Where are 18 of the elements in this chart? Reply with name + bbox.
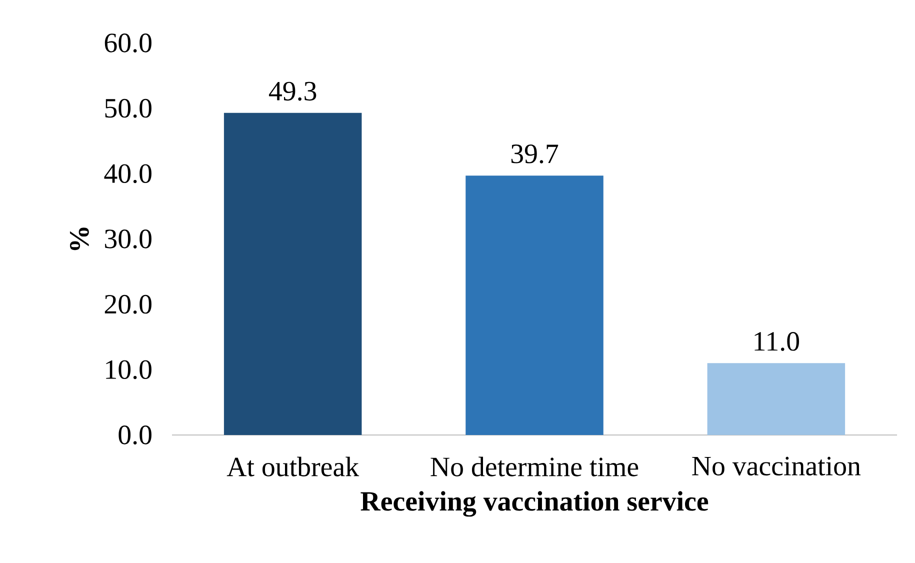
y-tick-label: 60.0 — [104, 34, 152, 52]
x-tick-label: At outbreak — [226, 456, 360, 476]
data-label: 11.0 — [754, 332, 800, 351]
bar — [707, 363, 846, 435]
y-tick-label: 30.0 — [105, 230, 152, 248]
bar — [466, 176, 604, 435]
x-tick-label: No determine time — [430, 456, 638, 476]
data-label: 39.7 — [511, 144, 558, 164]
y-tick-label: 10.0 — [106, 360, 152, 380]
x-axis-title: Receiving vaccination service — [360, 491, 708, 517]
bar — [224, 112, 362, 435]
y-tick-label: 40.0 — [104, 164, 152, 184]
x-tick-label: No vaccination — [692, 456, 861, 476]
y-tick-label: 20.0 — [104, 294, 152, 314]
y-tick-label: 50.0 — [105, 98, 152, 118]
data-label: 49.3 — [268, 82, 316, 101]
y-axis-title: % — [70, 228, 89, 250]
y-tick-label: 0.0 — [118, 426, 152, 444]
